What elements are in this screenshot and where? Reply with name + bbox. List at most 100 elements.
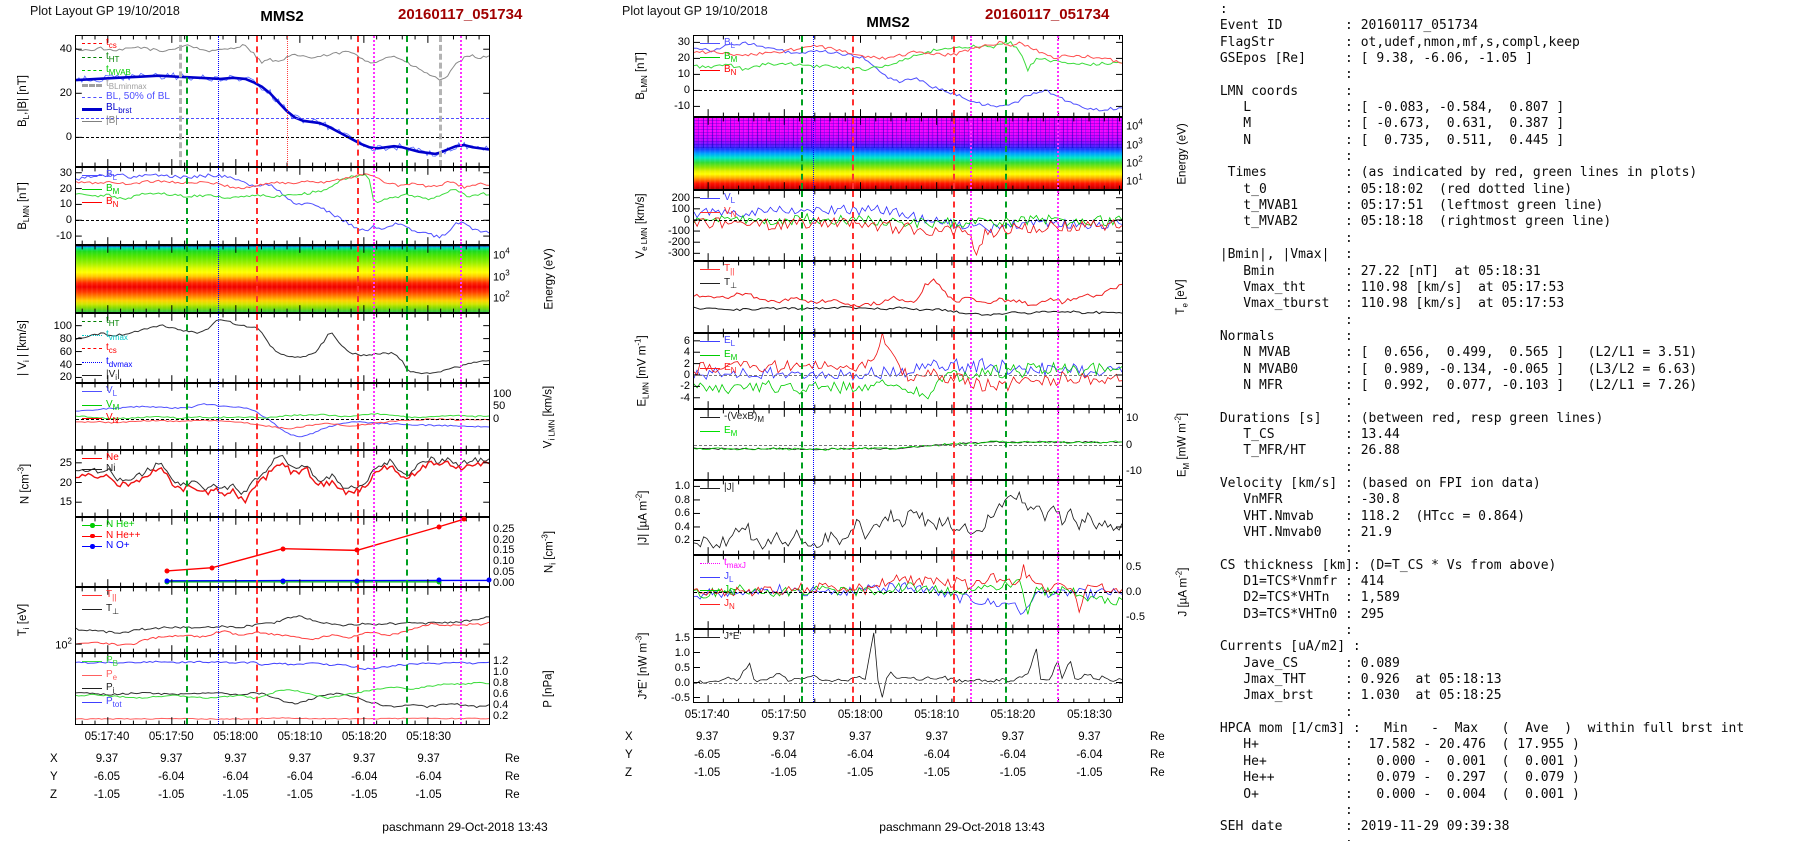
right-axis-label: P [nPa] — [543, 670, 555, 708]
y-tick-label: 100 — [53, 319, 72, 332]
legend-label: Ni — [106, 462, 116, 474]
legend-entry: -(VexB)M — [700, 411, 764, 426]
legend-line-swatch — [82, 391, 102, 392]
panel-legend: |J| — [700, 482, 734, 494]
y-tick-label: 20 — [59, 182, 72, 195]
event-line — [852, 262, 855, 332]
legend-label: BN — [106, 196, 119, 209]
y-tick-label: 0 — [683, 84, 690, 97]
legend-line-swatch — [82, 375, 102, 376]
y-axis-label: BLMN [nT] — [16, 182, 32, 230]
right-axis-label: Ni [cm-3] — [540, 530, 558, 574]
legend-line-swatch — [82, 202, 102, 203]
coord-row-X: X 9.37 9.37 9.37 9.37 9.37 9.37 Re — [625, 731, 1165, 749]
legend-entry: tcs — [82, 342, 132, 357]
y-tick-label: 0.5 — [674, 661, 690, 674]
legend-entry: T|| — [82, 589, 119, 604]
legend-entry: tHT — [82, 51, 170, 66]
coord-value: 9.37 — [695, 731, 719, 743]
event-line — [373, 518, 376, 586]
event-line — [406, 654, 409, 724]
legend-label: |Vi| — [106, 369, 120, 382]
coord-value: 9.37 — [849, 731, 872, 743]
event-line — [1056, 481, 1059, 554]
x-tick-label: 05:18:00 — [837, 709, 883, 721]
event-line — [1056, 191, 1059, 260]
right-tick-label: -0.5 — [1126, 610, 1145, 623]
event-line — [218, 246, 220, 312]
panel-canvas — [76, 246, 489, 312]
coord-axis-label: Z — [50, 789, 58, 801]
x-tick-label: 05:18:30 — [406, 731, 451, 743]
event-line — [373, 588, 376, 652]
legend-line-swatch — [82, 175, 102, 176]
reference-line — [694, 90, 1122, 92]
event-line — [852, 481, 855, 554]
legend-entry: VN — [82, 412, 119, 427]
right-tick-label: 0.4 — [493, 698, 509, 711]
event-line — [800, 630, 803, 702]
panel-legend: T|| T⊥ — [700, 263, 737, 291]
event-line — [852, 334, 855, 408]
legend-line-swatch — [82, 404, 102, 406]
x-tick-label: 05:18:10 — [277, 731, 323, 743]
legend-label: tvmax — [106, 328, 128, 342]
right-tick-label: 104 — [493, 246, 510, 262]
panel-canvas — [694, 334, 1122, 408]
y-tick-label: 100 — [671, 202, 690, 215]
legend-line-swatch — [700, 70, 720, 71]
reference-line — [76, 419, 489, 420]
event-line — [373, 36, 376, 166]
plot-footer: paschmann 29-Oct-2018 13:43 — [879, 820, 1045, 834]
legend-line-swatch — [700, 488, 720, 489]
right-axis-label: Energy (eV) — [543, 248, 555, 310]
legend-label: BL, 50% of BL — [106, 91, 170, 102]
info-panel: : Event ID : 20160117_051734 FlagStr : o… — [1212, 2, 1744, 841]
legend-line-swatch — [82, 43, 102, 44]
panel-legend: N He+ N He++ N O+ — [82, 519, 140, 552]
event-line — [1004, 36, 1007, 116]
data-marker — [280, 578, 285, 584]
legend-label: tcs — [106, 37, 117, 50]
event-line — [255, 314, 258, 382]
event-line — [218, 36, 220, 166]
coord-value: 9.37 — [772, 731, 795, 743]
legend-entry: JL — [700, 571, 746, 586]
legend-label: tBLminmax — [106, 77, 147, 91]
plot-panel-ve-lmn: 200 100 0 -100 -200 -300 Ve LMN [km/s] VL VN — [635, 190, 1123, 261]
right-axis-label: Te [eV] — [1174, 279, 1190, 315]
legend-entry: Ne — [82, 452, 119, 464]
legend-line-swatch — [700, 56, 720, 58]
y-axis-label: Ve LMN [km/s] — [634, 192, 650, 259]
legend-line-swatch — [82, 97, 102, 98]
y-tick-label: 0 — [683, 213, 690, 226]
event-line — [373, 168, 376, 244]
legend-label: VM — [106, 398, 120, 412]
x-tick-label: 05:17:40 — [84, 731, 130, 743]
legend-entry: EN — [700, 362, 737, 377]
panel-canvas — [76, 518, 489, 586]
event-line — [969, 334, 972, 408]
plot-panel-jlmn: 0.5 0.0 -0.5 J [µA m-2] tmaxJ JL JM JN — [693, 555, 1189, 629]
event-line — [969, 630, 972, 702]
left-plot-panels: 40 20 0 BL,|B| [nT] tcs tHT tMVAB tBLminmax BL, … — [17, 35, 558, 725]
legend-entry: JM — [700, 584, 746, 599]
legend-entry: |B| — [82, 115, 170, 127]
legend-entry: VM — [82, 398, 120, 414]
legend-line-swatch — [82, 523, 102, 528]
coord-value: -6.04 — [1076, 749, 1103, 761]
event-line — [255, 654, 258, 724]
y-tick-label: 0 — [683, 368, 690, 381]
legend-label: VL — [106, 385, 118, 398]
legend-label: BL — [106, 169, 118, 182]
panel-canvas — [76, 314, 489, 382]
coord-unit: Re — [505, 771, 520, 783]
right-tick-label: 0.2 — [493, 709, 509, 722]
reference-line — [76, 117, 489, 119]
left-coords-table: X 9.37 9.37 9.37 9.37 9.37 9.37 Re Y -6.05 -6.04 -6… — [50, 753, 520, 807]
event-line — [255, 518, 258, 586]
legend-line-swatch — [82, 361, 102, 363]
coord-axis-label: Y — [50, 771, 58, 783]
legend-label: EN — [724, 362, 737, 375]
event-line — [852, 118, 855, 189]
